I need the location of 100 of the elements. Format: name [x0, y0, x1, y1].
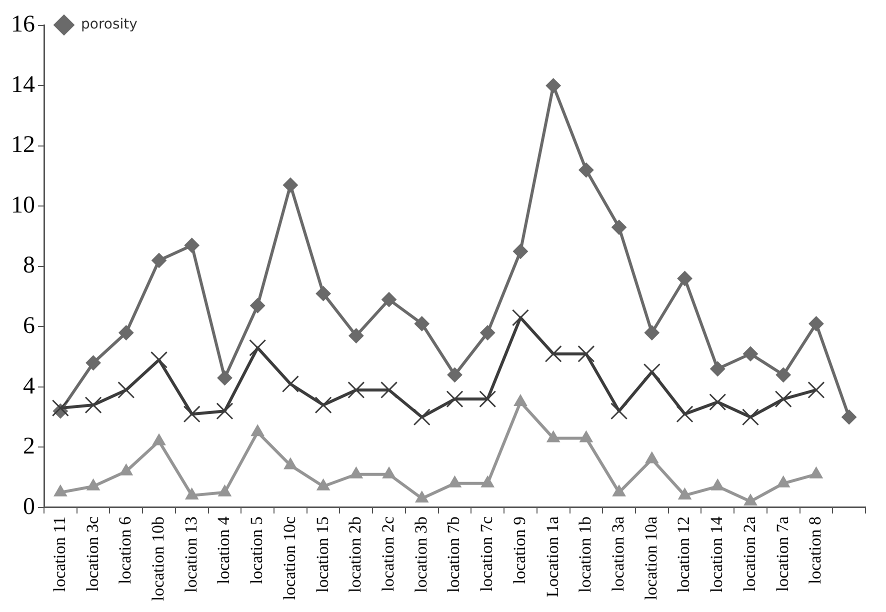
point [150, 351, 168, 368]
x-tick-label: location 7a [772, 516, 792, 592]
x-tick-label: location 3b [411, 516, 430, 593]
y-tick-label: 14 [11, 72, 35, 98]
y-tick-label: 0 [23, 494, 35, 520]
y-tick-label: 8 [23, 252, 35, 279]
point [118, 325, 134, 340]
point [185, 488, 198, 500]
point [216, 402, 234, 420]
point [249, 339, 266, 356]
point [250, 298, 266, 314]
point [742, 346, 758, 362]
point [183, 406, 200, 423]
point [480, 325, 496, 340]
point [446, 390, 464, 408]
point [86, 355, 101, 370]
point [742, 408, 760, 426]
point [184, 238, 200, 253]
x-tick-label: location 5 [247, 516, 266, 584]
point [54, 484, 67, 496]
point [314, 396, 332, 414]
point [415, 490, 428, 502]
x-tick-label: location 8 [806, 516, 825, 584]
point [413, 408, 430, 426]
x-tick-label: location 2c [378, 516, 398, 592]
point [677, 270, 692, 286]
x-tick-label: location 12 [674, 516, 694, 593]
x-tick-label: location 6 [116, 516, 135, 584]
x-tick-label: location 1b [576, 516, 595, 593]
point [512, 244, 528, 259]
point [776, 476, 790, 488]
point [709, 394, 726, 411]
point [350, 466, 363, 478]
point [612, 220, 627, 235]
x-tick-label: location 7b [444, 516, 464, 593]
y-tick-label: 6 [23, 313, 35, 340]
y-tick-label: 10 [11, 192, 35, 218]
point [645, 452, 658, 464]
point [447, 367, 462, 382]
point [52, 400, 69, 417]
point [676, 406, 694, 423]
point [86, 478, 100, 490]
x-tick-label: location 9 [510, 516, 529, 584]
point [842, 410, 857, 425]
x-tick-label: location 11 [50, 516, 69, 592]
point [118, 381, 135, 399]
point [414, 316, 430, 332]
x-tick-label: location 7c [477, 516, 496, 592]
point [479, 390, 496, 408]
x-tick-label: location 3a [608, 516, 628, 592]
point [120, 464, 133, 476]
point [544, 345, 562, 362]
point [644, 325, 660, 340]
point [217, 370, 232, 386]
x-tick-label: location 2b [346, 516, 365, 593]
point [316, 478, 330, 490]
point [776, 367, 791, 382]
point [578, 345, 595, 362]
x-tick-label: location 15 [312, 516, 332, 593]
point [382, 292, 397, 308]
point [282, 375, 299, 392]
point [580, 430, 593, 442]
point [710, 361, 726, 376]
point [810, 466, 823, 478]
point [284, 458, 298, 470]
point [481, 476, 494, 488]
point [152, 434, 166, 446]
point [808, 316, 824, 332]
x-tick-label: location 2a [740, 516, 759, 592]
point [218, 484, 232, 496]
point [380, 381, 398, 399]
x-tick-label: Location 1a [542, 516, 562, 598]
x-tick-label: location 4 [214, 516, 234, 584]
point [152, 252, 167, 268]
x-tick-label: location 10a [641, 516, 660, 600]
x-tick-label: location 14 [707, 516, 726, 593]
x-tick-label: location 10c [280, 516, 299, 600]
point [711, 478, 724, 490]
y-tick-label: 2 [23, 434, 35, 460]
y-tick-label: 16 [11, 12, 35, 38]
point [348, 328, 364, 344]
point [512, 309, 529, 326]
legend-label: porosity [81, 16, 138, 33]
point [448, 476, 462, 488]
point [808, 381, 825, 399]
point [282, 178, 298, 193]
point [546, 430, 560, 442]
point [84, 396, 102, 414]
point [678, 488, 692, 500]
point [744, 494, 758, 506]
point [251, 424, 264, 436]
point [774, 390, 792, 408]
point [514, 394, 528, 406]
x-tick-label: location 3c [82, 516, 102, 592]
x-tick-label: location 13 [181, 516, 200, 593]
point [612, 484, 626, 496]
y-tick-label: 12 [11, 132, 35, 158]
point [348, 381, 365, 399]
x-tick-label: location 10b [148, 516, 168, 602]
point [382, 466, 396, 478]
